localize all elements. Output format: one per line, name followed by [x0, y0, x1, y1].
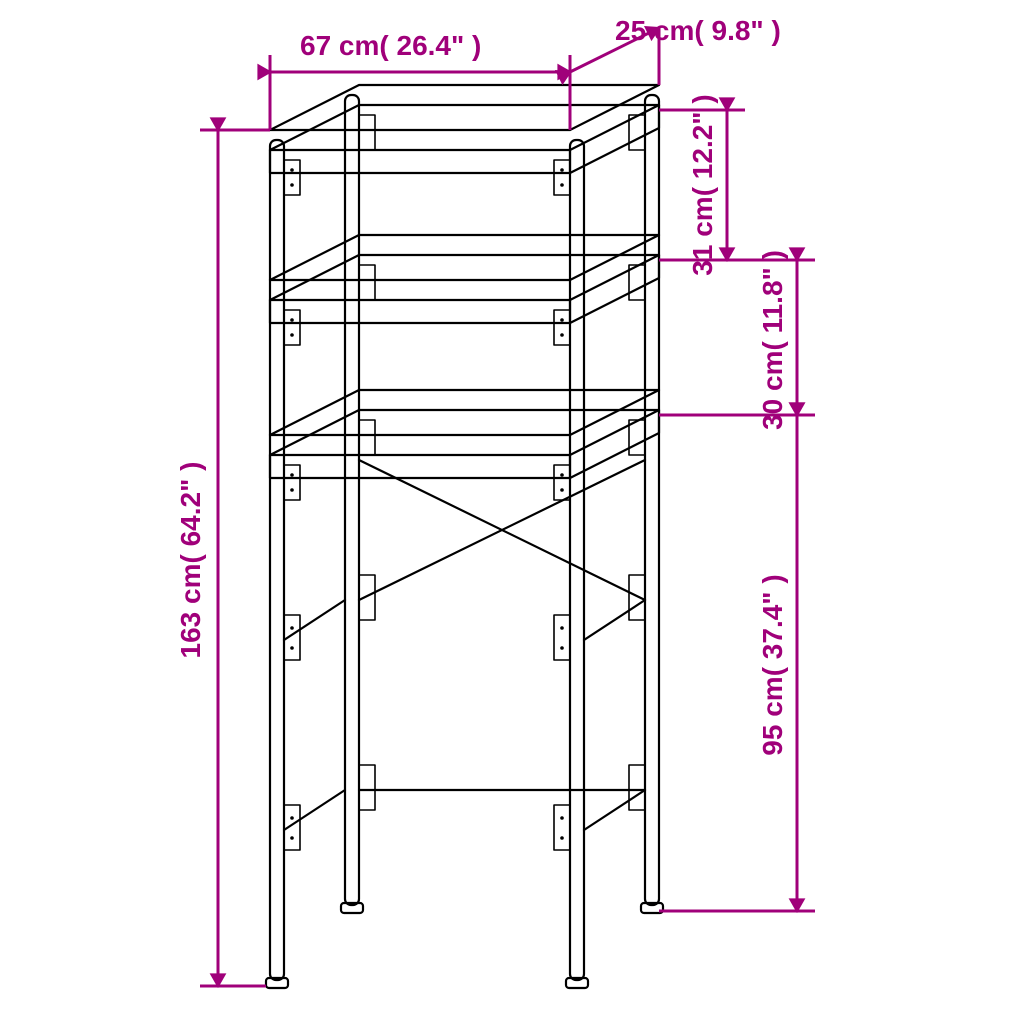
- shelf-top: [270, 85, 659, 173]
- label-height-163: 163 cm( 64.2" ): [175, 462, 206, 659]
- label-shelf-31: 31 cm( 12.2" ): [687, 94, 718, 275]
- label-depth-25: 25 cm( 9.8" ): [615, 15, 781, 46]
- bracket-plates: [284, 115, 645, 850]
- dim-shelf-30: [659, 260, 815, 415]
- label-gap-95: 95 cm( 37.4" ): [757, 574, 788, 755]
- shelf-bottom: [270, 390, 659, 478]
- dimension-diagram: 67 cm( 26.4" ) 25 cm( 9.8" ) 163 cm( 64.…: [0, 0, 1024, 1024]
- dimension-labels: 67 cm( 26.4" ) 25 cm( 9.8" ) 163 cm( 64.…: [175, 15, 788, 756]
- dim-gap-95: [659, 415, 815, 911]
- label-width-67: 67 cm( 26.4" ): [300, 30, 481, 61]
- side-rails: [284, 600, 645, 830]
- dim-height-163: [200, 130, 270, 986]
- dim-width-67: [270, 55, 570, 130]
- product-drawing: [266, 85, 663, 988]
- back-x-brace: [359, 460, 645, 790]
- label-shelf-30: 30 cm( 11.8" ): [757, 250, 788, 430]
- shelf-middle: [270, 235, 659, 323]
- front-legs: [266, 140, 588, 988]
